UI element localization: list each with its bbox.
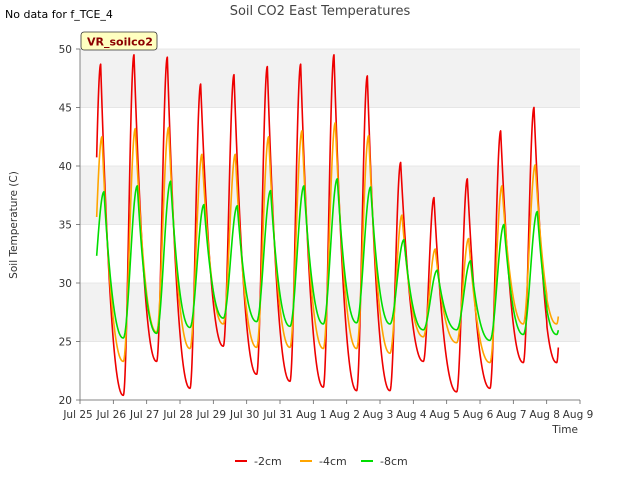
y-axis-label: Soil Temperature (C) [8, 171, 20, 279]
x-tick-label: Jul 28 [162, 409, 192, 421]
series-lines [95, 54, 560, 397]
site-label-box: VR_soilco2 [80, 31, 158, 51]
legend-label: -4cm [319, 455, 347, 468]
y-tick-label: 20 [59, 395, 72, 407]
x-tick-label: Aug 2 [329, 409, 360, 421]
site-label-frame [80, 31, 158, 51]
x-tick-label: Aug 9 [563, 409, 594, 421]
y-tick-label: 35 [59, 220, 72, 232]
x-tick-label: Aug 6 [463, 409, 494, 421]
x-tick-label: Jul 31 [262, 409, 292, 421]
x-tick-label: Jul 30 [229, 409, 259, 421]
x-tick-label: Aug 5 [429, 409, 460, 421]
grid-band [80, 49, 580, 108]
x-tick-label: Jul 29 [196, 409, 226, 421]
y-tick-label: 25 [59, 337, 72, 349]
x-tick-label: Aug 1 [296, 409, 327, 421]
y-tick-label: 40 [59, 161, 72, 173]
x-tick-label: Aug 3 [363, 409, 394, 421]
legend-label: -8cm [380, 455, 408, 468]
legend: -2cm -4cm -8cm [235, 455, 408, 468]
x-tick-label: Jul 25 [62, 409, 92, 421]
no-data-note: No data for f_TCE_4 [5, 8, 113, 21]
y-tick-label: 45 [59, 103, 72, 115]
chart-title: Soil CO2 East Temperatures [230, 4, 411, 19]
axes: 20 25 30 35 40 45 50 Jul 25 Jul 26 Jul 27 Jul 28 Ju… [59, 44, 594, 421]
x-tick-label: Aug 4 [396, 409, 427, 421]
y-tick-label: 30 [59, 278, 72, 290]
y-tick-label: 50 [59, 44, 72, 56]
x-tick-label: Aug 7 [496, 409, 527, 421]
x-axis-label: Time [551, 424, 578, 436]
grid-band [80, 341, 580, 400]
x-tick-label: Jul 26 [96, 409, 127, 421]
site-label: VR_soilco2 [87, 36, 153, 49]
series-line-minus-8cm [95, 178, 560, 342]
x-tick-label: Jul 27 [129, 409, 159, 421]
x-tick-label: Aug 8 [529, 409, 560, 421]
legend-label: -2cm [254, 455, 282, 468]
